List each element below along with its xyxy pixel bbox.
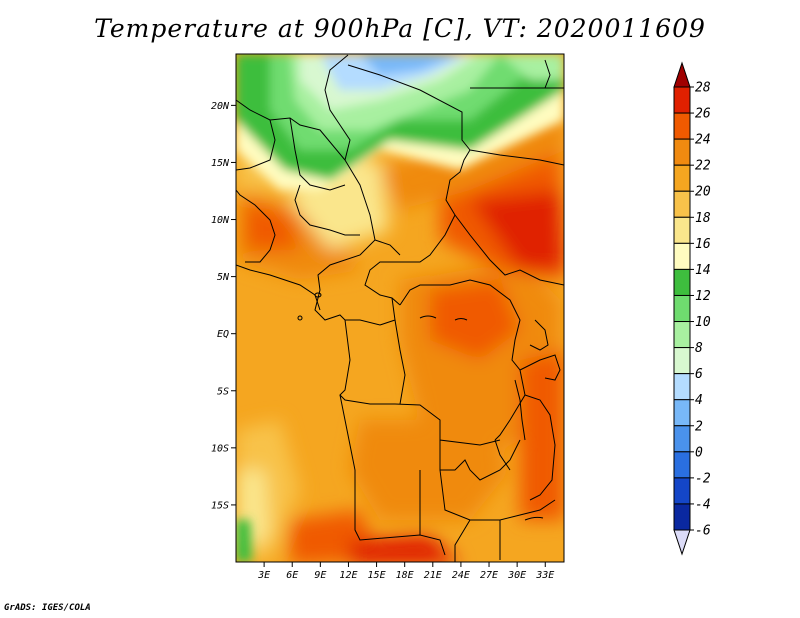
lon-tick: 27E [480,562,498,581]
lon-tick-label: 3E [257,570,270,581]
lon-tick-label: 15E [368,570,386,581]
colorbar-swatch [673,268,691,296]
colorbar-label: 16 [695,237,711,252]
lat-tick-label: 20N [211,101,230,112]
colorbar-label: 2 [695,419,703,434]
colorbar-swatch [673,190,691,218]
lon-tick: 24E [452,562,470,581]
colorbar-label: 14 [695,263,711,278]
lat-tick: 15N [211,158,236,169]
lon-tick: 21E [424,562,442,581]
lon-tick: 6E [286,562,298,581]
colorbar-label: 12 [695,289,711,304]
latitude-axis: 20N 15N 10N 5N EQ 5S 10S 15S [211,101,236,511]
colorbar-bottom-arrow [673,529,691,556]
lon-tick: 33E [535,562,554,581]
lat-tick-label: 5N [217,272,230,283]
lat-tick-label: 5S [217,386,229,397]
colorbar-label: -4 [695,497,711,512]
lon-tick: 12E [339,562,357,581]
lat-tick-label: 15N [211,158,230,169]
map-frame [235,53,565,563]
colorbar-swatch [673,138,691,166]
colorbar-swatch [673,347,691,375]
colorbar-label: 4 [695,393,703,408]
grads-credit: GrADS: IGES/COLA [4,603,91,613]
lon-tick-label: 18E [396,570,414,581]
lat-tick-label: 10N [211,215,230,226]
colorbar-label: -6 [695,524,711,539]
colorbar-swatch [673,112,691,140]
lon-tick-label: 12E [339,570,357,581]
colorbar-label: 6 [695,367,703,382]
colorbar-label: -2 [695,471,711,486]
colorbar-label: 10 [695,315,711,330]
colorbar-swatch [673,242,691,270]
lat-tick: 20N [211,101,236,112]
colorbar-swatch [673,164,691,192]
lon-tick: 18E [396,562,414,581]
lat-tick: 5N [217,272,236,283]
colorbar-label: 28 [695,81,711,96]
lon-tick-label: 6E [286,570,298,581]
colorbar-swatch [673,425,691,453]
colorbar-swatch [673,451,691,479]
lat-tick: 10N [211,215,236,226]
temperature-field [236,54,564,562]
colorbar-label: 18 [695,211,711,226]
colorbar-label: 20 [695,185,711,200]
lon-tick: 9E [314,562,326,581]
colorbar-label: 22 [695,159,711,174]
lon-tick: 30E [507,562,526,581]
longitude-axis: 3E 6E 9E 12E 15E 18E 21E 24E 27E 30E 33E [257,562,554,581]
lat-tick: 15S [211,500,236,511]
lon-tick-label: 21E [424,570,442,581]
colorbar-top-arrow [673,61,691,88]
lon-tick-label: 27E [480,570,498,581]
colorbar-swatch [673,477,691,505]
colorbar-swatch [673,399,691,427]
lat-tick-label: 15S [211,500,229,511]
colorbar-label: 0 [695,445,703,460]
colorbar-swatch [673,216,691,244]
lon-tick-label: 9E [314,570,326,581]
colorbar-swatch [673,321,691,349]
lat-tick: EQ [217,329,236,340]
colorbar-swatch [673,373,691,401]
lon-tick-label: 30E [507,570,526,581]
lat-tick-label: EQ [217,329,229,340]
country-borders [236,54,564,562]
colorbar-swatch [673,86,691,114]
colorbar-label: 26 [695,107,711,122]
lon-tick: 3E [257,562,270,581]
colorbar-label: 24 [695,133,711,148]
lon-tick-label: 24E [452,570,470,581]
lat-tick-label: 10S [211,443,229,454]
map-title: Temperature at 900hPa [C], VT: 202001160… [94,14,706,43]
lat-tick: 10S [211,443,236,454]
lon-tick: 15E [368,562,386,581]
lat-tick: 5S [217,386,236,397]
colorbar-swatch [673,294,691,323]
lon-tick-label: 33E [535,570,554,581]
colorbar-swatch [673,503,691,531]
colorbar-label: 8 [695,341,703,356]
